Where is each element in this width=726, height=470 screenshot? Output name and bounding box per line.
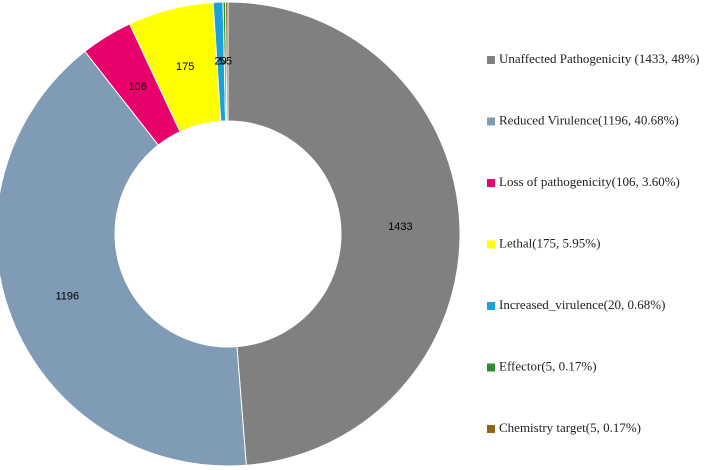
donut-slices — [0, 1, 461, 467]
legend-label-lethal: Lethal(175, 5.95%) — [499, 235, 600, 250]
legend: Unaffected Pathogenicity (1433, 48%) Redu… — [487, 51, 699, 435]
legend-swatch-loss-of-pathogenicity — [487, 179, 495, 187]
slice-label-increased-virulence: 20 — [215, 56, 227, 68]
legend-swatch-unaffected-pathogenicity — [487, 56, 495, 64]
slice-label-chemistry-target: 5 — [226, 55, 232, 67]
legend-label-effector: Effector(5, 0.17%) — [499, 358, 597, 373]
legend-label-loss-of-pathogenicity: Loss of pathogenicity(106, 3.60%) — [499, 174, 680, 189]
legend-label-increased-virulence: Increased_virulence(20, 0.68%) — [499, 297, 665, 312]
slice-labels: 1433 1196 106 175 205 5 — [55, 55, 412, 302]
slice-reduced-virulence — [0, 50, 247, 467]
legend-label-unaffected-pathogenicity: Unaffected Pathogenicity (1433, 48%) — [499, 51, 699, 66]
slice-chemistry-target — [225, 1, 229, 122]
legend-swatch-increased-virulence — [487, 302, 495, 310]
slice-unaffected-pathogenicity — [227, 1, 461, 466]
slice-label-effector: 5 — [219, 55, 225, 67]
slice-label-lethal: 175 — [176, 61, 194, 73]
legend-swatch-effector — [487, 363, 495, 372]
slice-label-reduced-virulence: 1196 — [55, 291, 79, 303]
legend-swatch-lethal — [487, 240, 495, 249]
legend-label-reduced-virulence: Reduced Virulence(1196, 40.68%) — [499, 112, 679, 127]
legend-swatch-reduced-virulence — [487, 117, 495, 126]
slice-label-unaffected-pathogenicity: 1433 — [388, 221, 412, 233]
legend-swatch-chemistry-target — [487, 425, 495, 433]
slice-label-loss-of-pathogenicity: 106 — [128, 81, 146, 93]
legend-label-chemistry-target: Chemistry target(5, 0.17%) — [499, 420, 641, 435]
